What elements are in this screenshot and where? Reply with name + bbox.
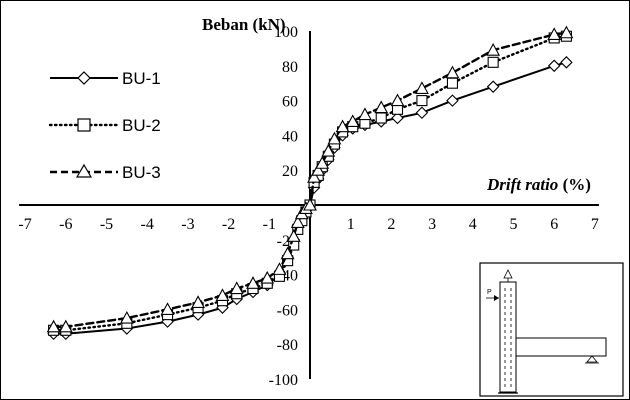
data-point-diamond [560,56,573,69]
y-tick-label: 60 [282,94,298,111]
data-point-triangle [358,107,372,121]
y-tick-label: -60 [277,302,298,319]
data-point-triangle [260,270,275,284]
data-point-triangle [315,156,330,169]
x-tick-label: -1 [263,216,276,233]
data-point-triangle [559,25,574,39]
data-point-triangle [374,100,389,114]
data-point-triangle [46,319,61,333]
data-point-triangle [215,288,230,302]
beam-outline [515,337,607,357]
x-tick-label: 1 [347,216,355,233]
legend-label-bu-2: BU-2 [122,116,161,135]
data-point-square [487,56,499,68]
x-tick-label: -7 [18,216,31,233]
data-point-triangle [414,81,429,94]
data-point-diamond [415,106,429,120]
legend-item-bu-2: BU-2 [48,116,161,135]
data-point-triangle [191,295,206,308]
legend: BU-1 BU-2 BU-3 [48,69,161,182]
x-tick-label: -4 [141,216,154,233]
legend-marker-triangle [75,163,93,178]
y-tick-label: 20 [282,163,298,180]
legend-label-bu-1: BU-1 [122,69,161,88]
x-tick-label: 2 [387,216,395,233]
data-point-triangle [486,42,501,56]
legend-marker-square [77,118,91,132]
column-outline [499,281,517,393]
data-point-diamond [547,59,561,73]
data-point-triangle [321,143,336,157]
y-tick-label: -80 [277,337,298,354]
legend-item-bu-3: BU-3 [50,163,161,182]
x-axis-title-unit: (%) [558,175,591,194]
data-point-triangle [272,262,287,275]
series-layer [46,25,574,341]
legend-item-bu-1: BU-1 [50,69,161,88]
data-point-square [446,77,459,89]
data-point-triangle [246,276,260,289]
data-point-triangle [547,27,562,41]
data-point-triangle [335,119,350,133]
data-point-triangle [327,131,342,145]
legend-marker-diamond [77,71,91,85]
data-point-square [416,95,428,107]
legend-label-bu-3: BU-3 [122,163,161,182]
data-point-triangle [280,246,295,260]
data-point-triangle [119,310,134,324]
data-point-square [375,112,387,124]
data-point-triangle [58,319,73,333]
data-point-triangle [307,170,321,183]
data-point-diamond [486,80,500,93]
data-point-triangle [303,197,317,211]
data-point-triangle [390,93,405,107]
x-tick-label: -2 [222,216,235,233]
y-tick-label: 80 [282,59,298,76]
x-tick-label: -6 [59,216,72,233]
y-tick-label: -100 [269,372,298,389]
y-axis-title: Beban (kN) [202,15,286,34]
lateral-load-arrow-icon [494,295,499,301]
x-axis-title-main: Drift ratio [486,175,558,194]
y-tick-label: 100 [274,24,298,41]
x-tick-label: 7 [591,216,599,233]
series-bu-3 [46,25,574,333]
x-axis-title: Drift ratio (%) [486,175,591,194]
data-point-triangle [286,229,301,242]
y-tick-label: 40 [282,128,298,145]
roller-support-icon [586,355,598,363]
x-tick-label: 4 [469,216,477,233]
x-tick-label: 5 [510,216,518,233]
data-point-triangle [445,65,460,79]
data-point-triangle [290,215,305,228]
data-point-triangle [345,114,360,128]
x-tick-label: 6 [550,216,558,233]
data-point-diamond [446,94,459,107]
x-tick-label: 3 [428,216,436,233]
lateral-load-label: P [487,289,492,296]
x-tick-label: -3 [181,216,194,233]
data-point-triangle [311,163,326,176]
specimen-schematic-inset: P [479,262,624,397]
data-point-triangle [229,281,244,295]
x-tick-label: -5 [100,216,113,233]
data-point-diamond [391,111,404,125]
data-point-triangle [160,302,175,315]
